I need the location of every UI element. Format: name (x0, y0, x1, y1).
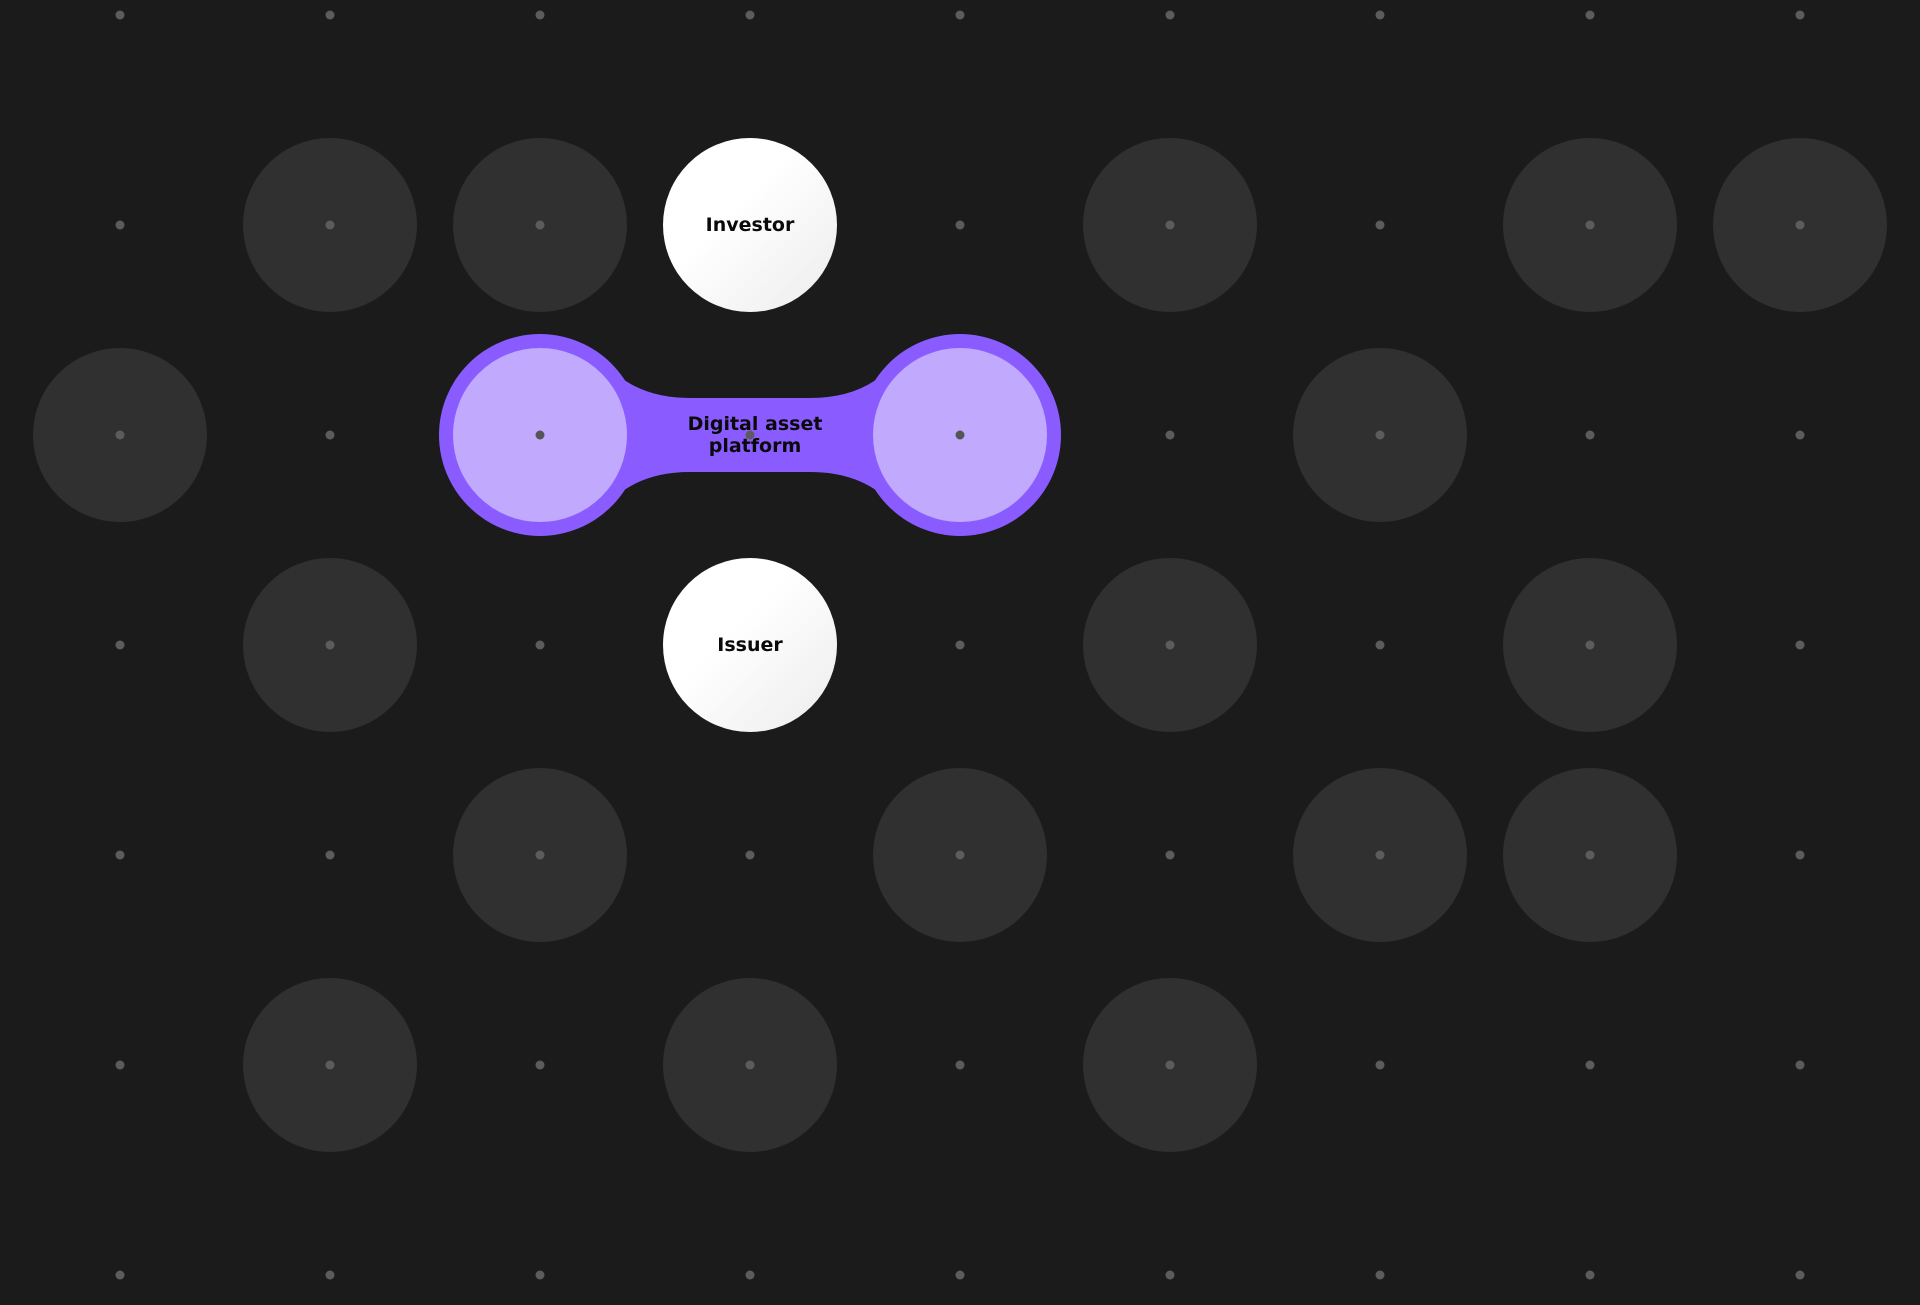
grid-dot (1165, 850, 1175, 860)
grid-dot (1375, 1270, 1385, 1280)
grid-dot (1165, 430, 1175, 440)
grid-dot (1375, 640, 1385, 650)
grid-dot (535, 220, 545, 230)
issuer-label: Issuer (717, 634, 783, 656)
grid-dot (1165, 1270, 1175, 1280)
grid-dot (745, 850, 755, 860)
grid-dot (1585, 220, 1595, 230)
grid-dot (535, 1060, 545, 1070)
investor-label: Investor (706, 214, 795, 236)
grid-dot (1165, 1060, 1175, 1070)
grid-dot (115, 1060, 125, 1070)
grid-dot (955, 850, 965, 860)
grid-dot (1165, 10, 1175, 20)
grid-dot (955, 430, 965, 440)
grid-dot (1585, 640, 1595, 650)
investor-circle (663, 138, 837, 312)
grid-dot (535, 640, 545, 650)
grid-dot (535, 1270, 545, 1280)
grid-dot (325, 640, 335, 650)
grid-dot (955, 10, 965, 20)
investor-node: Investor (663, 138, 837, 312)
grid-dot (115, 1270, 125, 1280)
grid-dot (1165, 640, 1175, 650)
grid-dot (1795, 220, 1805, 230)
grid-dot (1375, 220, 1385, 230)
grid-dot (1375, 10, 1385, 20)
grid-dot (955, 220, 965, 230)
grid-dot (115, 640, 125, 650)
grid-dot (535, 10, 545, 20)
grid-dot (1795, 430, 1805, 440)
grid-dot (1375, 430, 1385, 440)
grid-dot (115, 430, 125, 440)
grid-dot (955, 1060, 965, 1070)
grid-dot (325, 10, 335, 20)
issuer-circle (663, 558, 837, 732)
grid-dot (115, 220, 125, 230)
grid-dot (535, 850, 545, 860)
grid-dot (325, 850, 335, 860)
issuer-node: Issuer (663, 558, 837, 732)
grid-dot (1375, 1060, 1385, 1070)
grid-dot (1585, 430, 1595, 440)
grid-dot (325, 1270, 335, 1280)
grid-dot (115, 10, 125, 20)
platform-label-line2: platform (709, 435, 802, 457)
grid-dot (325, 430, 335, 440)
platform-label-line1: Digital asset (688, 413, 823, 435)
grid-dot (535, 430, 545, 440)
grid-dot (1585, 1060, 1595, 1070)
grid-dot (955, 1270, 965, 1280)
grid-dot (1795, 1060, 1805, 1070)
grid-dot (1795, 850, 1805, 860)
grid-dot (745, 1060, 755, 1070)
grid-dot (325, 220, 335, 230)
grid-dot (1585, 850, 1595, 860)
grid-dot (1165, 220, 1175, 230)
grid-dot (1585, 10, 1595, 20)
grid-dot (1585, 1270, 1595, 1280)
grid-dot (745, 430, 755, 440)
grid-dot (1795, 10, 1805, 20)
grid-dot (955, 640, 965, 650)
grid-dot (745, 1270, 755, 1280)
grid-dot (325, 1060, 335, 1070)
grid-dot (115, 850, 125, 860)
grid-dot (745, 10, 755, 20)
grid-dot (1375, 850, 1385, 860)
grid-dot (1795, 1270, 1805, 1280)
grid-dot (1795, 640, 1805, 650)
